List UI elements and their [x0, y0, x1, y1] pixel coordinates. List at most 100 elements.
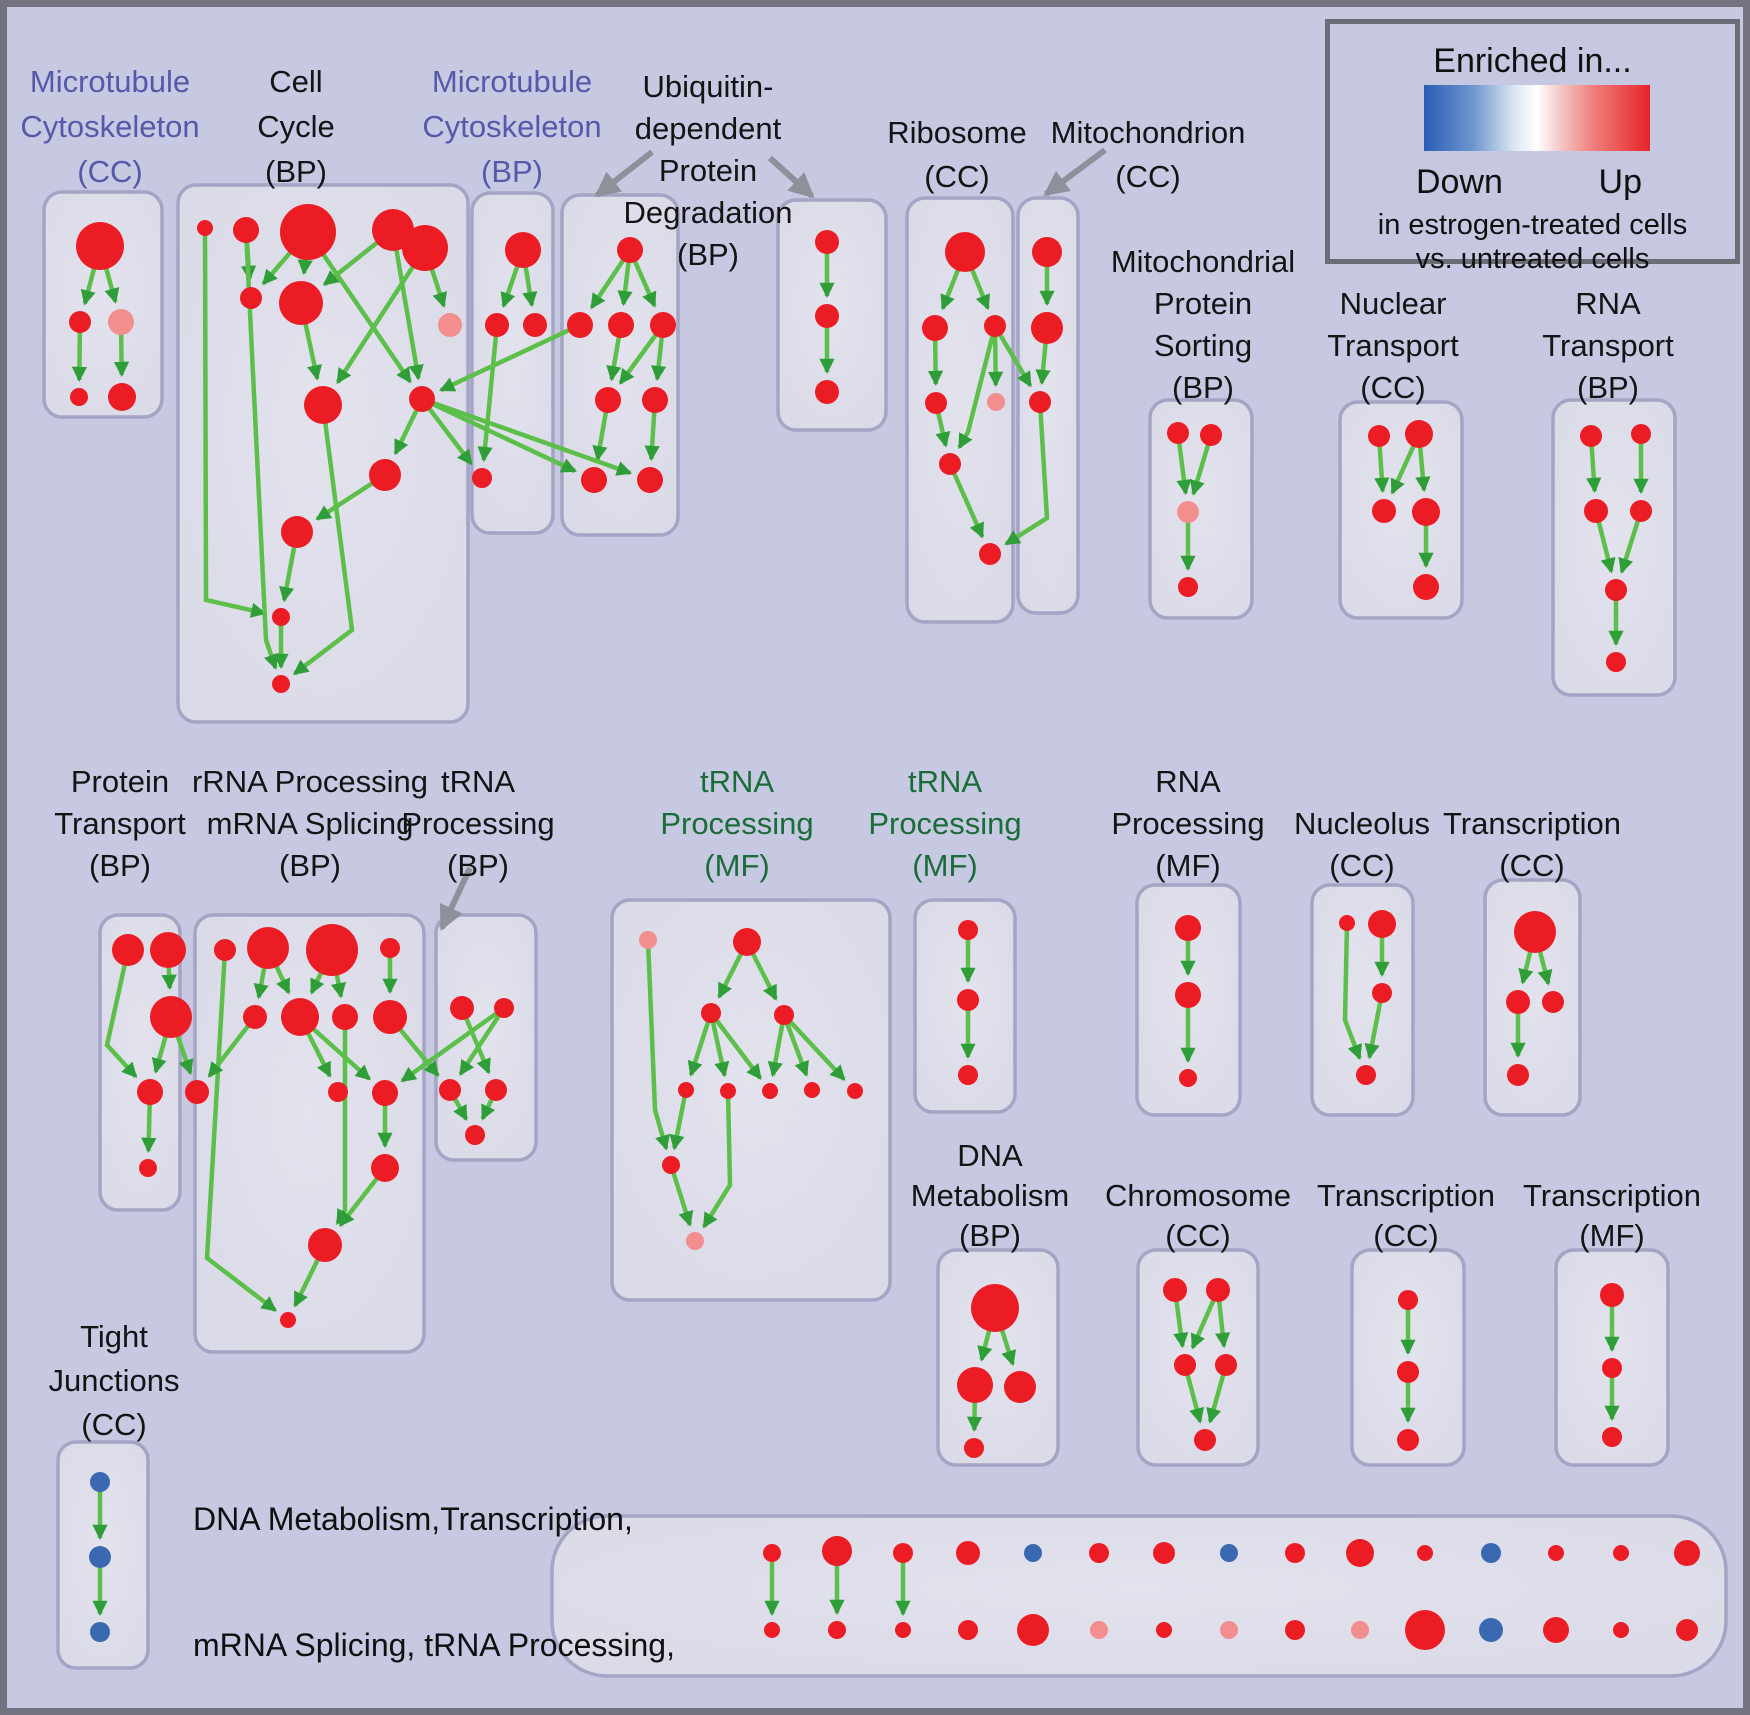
go-term-node[interactable] — [958, 1620, 978, 1640]
go-term-node[interactable] — [1206, 1278, 1230, 1302]
go-term-node[interactable] — [1174, 1354, 1196, 1376]
go-term-node[interactable] — [608, 312, 634, 338]
go-term-node[interactable] — [893, 1543, 913, 1563]
go-term-node[interactable] — [1178, 577, 1198, 597]
go-term-node[interactable] — [1220, 1621, 1238, 1639]
go-term-node[interactable] — [281, 998, 319, 1036]
go-term-node[interactable] — [450, 996, 474, 1020]
go-term-node[interactable] — [987, 393, 1005, 411]
go-term-node[interactable] — [76, 222, 124, 270]
go-term-node[interactable] — [979, 543, 1001, 565]
go-term-node[interactable] — [1631, 424, 1651, 444]
go-term-node[interactable] — [1397, 1429, 1419, 1451]
go-term-node[interactable] — [280, 1312, 296, 1328]
go-term-node[interactable] — [762, 1083, 778, 1099]
go-term-node[interactable] — [243, 1005, 267, 1029]
go-term-node[interactable] — [494, 998, 514, 1018]
go-term-node[interactable] — [1167, 422, 1189, 444]
go-term-node[interactable] — [150, 932, 186, 968]
go-term-node[interactable] — [1220, 1544, 1238, 1562]
go-term-node[interactable] — [1215, 1354, 1237, 1376]
go-term-node[interactable] — [1372, 983, 1392, 1003]
go-term-node[interactable] — [380, 938, 400, 958]
go-term-node[interactable] — [1613, 1545, 1629, 1561]
go-term-node[interactable] — [1032, 237, 1062, 267]
go-term-node[interactable] — [328, 1082, 348, 1102]
go-term-node[interactable] — [306, 924, 358, 976]
go-term-node[interactable] — [1285, 1620, 1305, 1640]
go-term-node[interactable] — [1613, 1622, 1629, 1638]
go-term-node[interactable] — [465, 1125, 485, 1145]
go-term-node[interactable] — [304, 386, 342, 424]
go-term-node[interactable] — [1584, 499, 1608, 523]
go-term-node[interactable] — [485, 1079, 507, 1101]
go-term-node[interactable] — [139, 1159, 157, 1177]
go-term-node[interactable] — [472, 468, 492, 488]
go-term-node[interactable] — [1481, 1543, 1501, 1563]
go-term-node[interactable] — [1543, 1617, 1569, 1643]
go-term-node[interactable] — [1200, 424, 1222, 446]
go-term-node[interactable] — [804, 1082, 820, 1098]
go-term-node[interactable] — [567, 312, 593, 338]
go-term-node[interactable] — [958, 920, 978, 940]
go-term-node[interactable] — [1372, 499, 1396, 523]
go-term-node[interactable] — [939, 453, 961, 475]
go-term-node[interactable] — [595, 387, 621, 413]
go-term-node[interactable] — [815, 380, 839, 404]
go-term-node[interactable] — [925, 392, 947, 414]
go-term-node[interactable] — [108, 383, 136, 411]
go-term-node[interactable] — [984, 315, 1006, 337]
go-term-node[interactable] — [774, 1005, 794, 1025]
go-term-node[interactable] — [402, 225, 448, 271]
go-term-node[interactable] — [964, 1438, 984, 1458]
go-term-node[interactable] — [922, 315, 948, 341]
go-term-node[interactable] — [505, 232, 541, 268]
go-term-node[interactable] — [1542, 991, 1564, 1013]
go-term-node[interactable] — [958, 1065, 978, 1085]
go-term-node[interactable] — [1175, 915, 1201, 941]
go-term-node[interactable] — [369, 459, 401, 491]
go-term-node[interactable] — [1405, 420, 1433, 448]
go-term-node[interactable] — [1605, 579, 1627, 601]
go-term-node[interactable] — [701, 1003, 721, 1023]
go-term-node[interactable] — [1156, 1622, 1172, 1638]
go-term-node[interactable] — [409, 386, 435, 412]
go-term-node[interactable] — [763, 1544, 781, 1562]
go-term-node[interactable] — [581, 467, 607, 493]
go-term-node[interactable] — [438, 313, 462, 337]
go-term-node[interactable] — [1412, 498, 1440, 526]
go-term-node[interactable] — [150, 996, 192, 1038]
go-term-node[interactable] — [439, 1079, 461, 1101]
go-term-node[interactable] — [639, 931, 657, 949]
go-term-node[interactable] — [1029, 391, 1051, 413]
go-term-node[interactable] — [957, 989, 979, 1011]
go-term-node[interactable] — [1600, 1283, 1624, 1307]
go-term-node[interactable] — [90, 1622, 110, 1642]
go-term-node[interactable] — [847, 1083, 863, 1099]
go-term-node[interactable] — [1417, 1545, 1433, 1561]
go-term-node[interactable] — [247, 927, 289, 969]
go-term-node[interactable] — [197, 220, 213, 236]
go-term-node[interactable] — [70, 388, 88, 406]
go-term-node[interactable] — [678, 1082, 694, 1098]
go-term-node[interactable] — [1089, 1543, 1109, 1563]
go-term-node[interactable] — [1090, 1621, 1108, 1639]
go-term-node[interactable] — [272, 608, 290, 626]
go-term-node[interactable] — [1413, 574, 1439, 600]
go-term-node[interactable] — [720, 1083, 736, 1099]
go-term-node[interactable] — [332, 1004, 358, 1030]
go-term-node[interactable] — [1194, 1429, 1216, 1451]
go-term-node[interactable] — [372, 1080, 398, 1106]
go-term-node[interactable] — [1368, 910, 1396, 938]
go-term-node[interactable] — [971, 1284, 1019, 1332]
go-term-node[interactable] — [815, 230, 839, 254]
go-term-node[interactable] — [1674, 1540, 1700, 1566]
go-term-node[interactable] — [815, 304, 839, 328]
go-term-node[interactable] — [956, 1541, 980, 1565]
go-term-node[interactable] — [1024, 1544, 1042, 1562]
go-term-node[interactable] — [1506, 990, 1530, 1014]
go-term-node[interactable] — [281, 516, 313, 548]
go-term-node[interactable] — [373, 1000, 407, 1034]
go-term-node[interactable] — [214, 939, 236, 961]
go-term-node[interactable] — [1479, 1618, 1503, 1642]
